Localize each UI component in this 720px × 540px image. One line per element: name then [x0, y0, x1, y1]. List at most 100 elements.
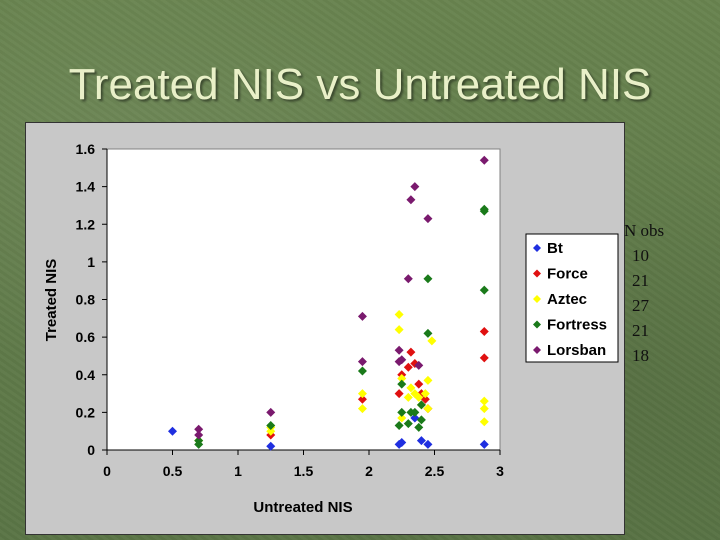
data-point-fortress: [479, 206, 489, 216]
data-point-aztec: [394, 325, 404, 335]
y-tick-label: 0.6: [76, 329, 96, 345]
n-obs-column: N obs 10 21 27 21 18: [624, 218, 684, 368]
data-point-lorsban: [406, 195, 416, 205]
data-point-aztec: [420, 389, 430, 399]
data-point-aztec: [357, 389, 367, 399]
legend-label-lorsban: Lorsban: [547, 342, 606, 359]
data-point-aztec: [427, 336, 437, 346]
n-obs-value: 18: [632, 346, 649, 365]
data-point-fortress: [414, 422, 424, 432]
data-point-fortress: [479, 285, 489, 295]
data-point-force: [414, 379, 424, 389]
y-tick-label: 0.2: [76, 404, 96, 420]
y-tick-label: 1.6: [76, 141, 96, 157]
y-tick-label: 0: [87, 442, 95, 458]
slide-title: Treated NIS vs Untreated NIS: [68, 60, 652, 109]
data-point-lorsban: [410, 182, 420, 192]
data-point-lorsban: [403, 274, 413, 284]
legend-marker-lorsban: [533, 346, 541, 354]
data-point-bt: [266, 441, 276, 451]
data-point-lorsban: [357, 311, 367, 321]
y-axis-label: Treated NIS: [43, 259, 60, 342]
data-point-bt: [423, 439, 433, 449]
data-point-lorsban: [394, 345, 404, 355]
data-point-fortress: [403, 419, 413, 429]
data-point-force: [403, 362, 413, 372]
data-point-force: [479, 326, 489, 336]
data-point-force: [406, 347, 416, 357]
legend-label-bt: Bt: [547, 240, 563, 257]
scatter-chart: 0 0.2 0.4 0.6 0.8 1 1.2 1.4 1.6 0 0.5 1 1.5 2 2.5 3 Unt…: [26, 123, 624, 534]
data-point-lorsban: [357, 357, 367, 367]
x-axis-label: Untreated NIS: [253, 499, 352, 516]
data-point-aztec: [423, 404, 433, 414]
y-tick-label: 1.4: [76, 179, 96, 195]
data-point-aztec: [406, 383, 416, 393]
data-point-bt: [416, 436, 426, 446]
x-tick-label: 2: [365, 463, 373, 479]
data-point-bt: [397, 437, 407, 447]
legend: Bt Force Aztec Fortress Lorsban: [525, 233, 619, 363]
data-point-aztec: [479, 417, 489, 427]
data-point-bt: [479, 439, 489, 449]
data-point-lorsban: [479, 155, 489, 165]
data-point-fortress: [416, 400, 426, 410]
data-point-aztec: [423, 375, 433, 385]
x-tick-label: 1: [234, 463, 242, 479]
data-point-force: [420, 394, 430, 404]
data-point-aztec: [394, 310, 404, 320]
data-point-bt: [410, 413, 420, 423]
data-point-force: [479, 353, 489, 363]
data-point-force: [357, 394, 367, 404]
axes: 0 0.2 0.4 0.6 0.8 1 1.2 1.4 1.6 0 0.5 1 1.5 2 2.5 3: [76, 141, 505, 479]
data-point-lorsban: [194, 424, 204, 434]
y-tick-label: 1: [87, 254, 95, 270]
legend-marker-bt: [533, 244, 541, 252]
data-point-fortress: [423, 274, 433, 284]
n-obs-value: 27: [632, 296, 649, 315]
data-point-lorsban: [266, 407, 276, 417]
data-point-lorsban: [397, 355, 407, 365]
n-obs-value: 21: [632, 271, 649, 290]
data-point-aztec: [357, 404, 367, 414]
data-point-bt: [168, 426, 177, 436]
chart-frame: 0 0.2 0.4 0.6 0.8 1 1.2 1.4 1.6 0 0.5 1 1.5 2 2.5 3 Unt…: [25, 122, 625, 535]
x-tick-label: 2.5: [425, 463, 445, 479]
legend-label-force: Force: [547, 266, 588, 283]
data-point-fortress: [423, 328, 433, 338]
data-point-fortress: [266, 421, 276, 431]
x-tick-label: 1.5: [294, 463, 314, 479]
data-point-fortress: [397, 407, 407, 417]
plot-area: [106, 148, 501, 451]
n-obs-header: N obs: [624, 221, 665, 240]
x-tick-label: 0.5: [163, 463, 183, 479]
legend-marker-fortress: [533, 320, 541, 329]
x-tick-label: 0: [103, 463, 111, 479]
data-point-fortress: [394, 421, 404, 431]
data-point-fortress: [410, 407, 420, 417]
data-point-lorsban: [423, 214, 433, 224]
data-point-lorsban: [394, 357, 404, 367]
data-point-fortress: [357, 366, 367, 376]
data-point-fortress: [416, 415, 426, 425]
legend-label-aztec: Aztec: [547, 291, 587, 308]
legend-box: [525, 233, 619, 363]
data-point-aztec: [479, 404, 489, 414]
y-tick-label: 1.2: [76, 216, 96, 232]
legend-marker-force: [533, 269, 541, 278]
y-tick-label: 0.8: [76, 292, 96, 308]
x-tick-label: 3: [496, 463, 504, 479]
data-point-aztec: [403, 392, 413, 402]
y-tick-label: 0.4: [76, 367, 96, 383]
n-obs-value: 21: [632, 321, 649, 340]
n-obs-value: 10: [632, 246, 649, 265]
data-point-aztec: [414, 392, 424, 402]
data-point-lorsban: [414, 360, 424, 370]
data-point-aztec: [479, 396, 489, 406]
legend-label-fortress: Fortress: [547, 317, 607, 334]
data-point-force: [394, 389, 404, 399]
data-point-lorsban: [194, 430, 204, 440]
data-points: [168, 155, 489, 451]
legend-marker-aztec: [533, 295, 541, 303]
data-point-aztec: [397, 374, 407, 384]
